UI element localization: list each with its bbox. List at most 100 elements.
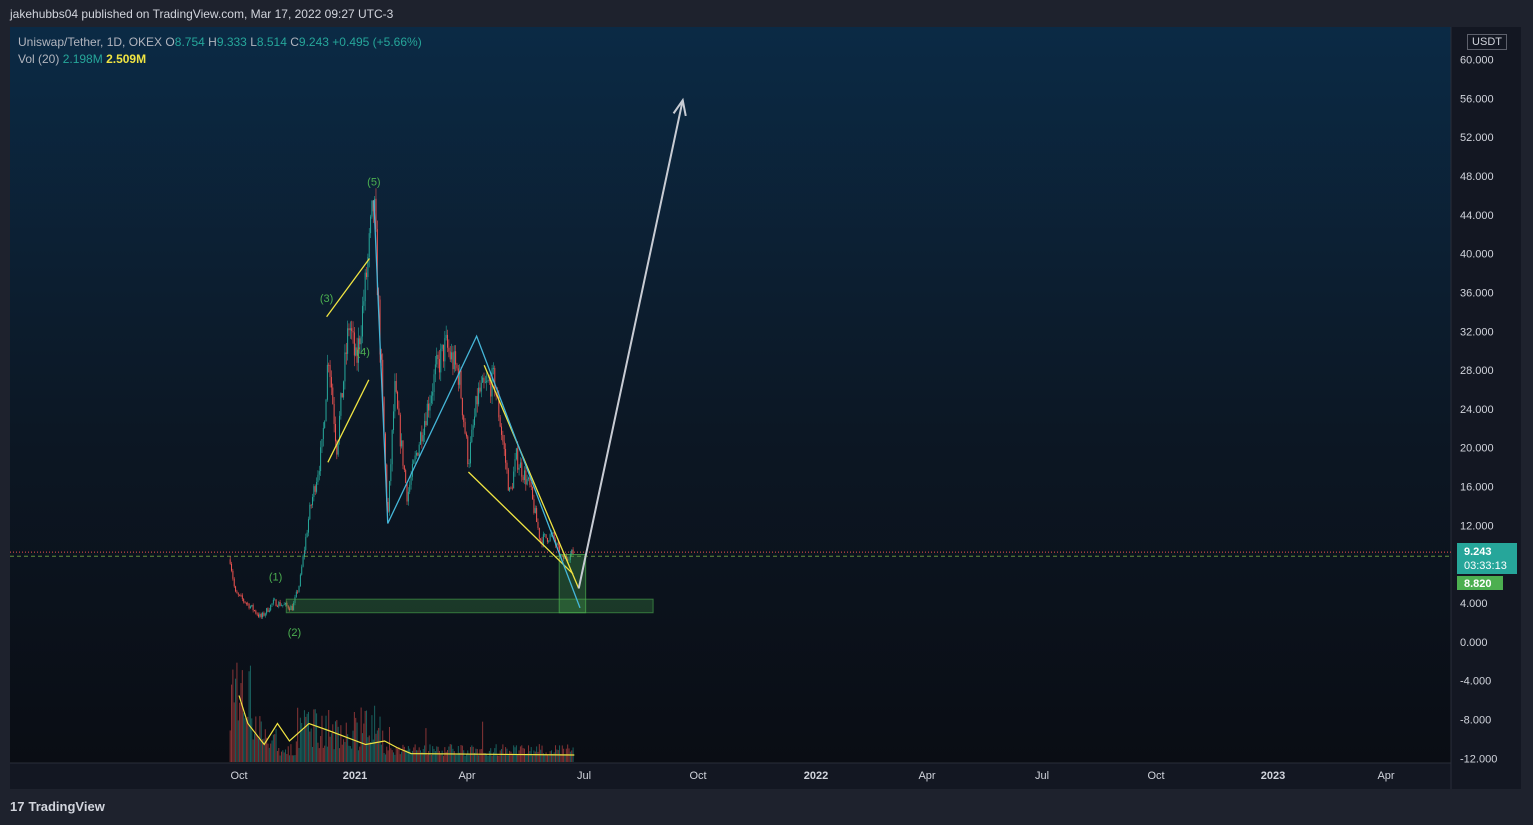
volume-bar <box>480 748 482 762</box>
volume-bar <box>491 755 493 762</box>
candle-body <box>525 470 527 485</box>
candle-body <box>501 426 503 435</box>
volume-bar <box>459 752 461 762</box>
volume-bar <box>468 754 470 762</box>
volume-bar <box>401 751 403 762</box>
chart-frame[interactable]: (1) (2) (3) (4) (5) 60.000 56.000 52.000 48.000… <box>10 27 1521 789</box>
candle-body <box>447 334 449 348</box>
candle-body <box>484 382 486 384</box>
x-tick-label: Apr <box>458 770 475 782</box>
volume-bar <box>388 726 390 762</box>
candle-body <box>395 381 397 392</box>
candle-body <box>252 604 254 611</box>
volume-bar <box>511 753 513 762</box>
price-chart[interactable]: (1) (2) (3) (4) (5) 60.000 56.000 52.000 48.000… <box>10 27 1521 789</box>
volume-bar <box>534 751 536 762</box>
candle-body <box>536 508 538 523</box>
y-tick-label: 44.000 <box>1460 210 1494 222</box>
volume-bar <box>256 735 258 762</box>
candle-body <box>397 391 399 409</box>
volume-bar <box>447 750 449 762</box>
candle-body <box>544 534 546 536</box>
volume-bar <box>255 716 257 762</box>
candle-body <box>537 522 539 528</box>
y-tick-label: 16.000 <box>1460 482 1494 494</box>
candle-body <box>451 352 453 360</box>
candle-body <box>240 595 242 596</box>
volume-bar <box>321 715 323 762</box>
volume-bar <box>405 750 407 762</box>
volume-bar <box>430 754 432 762</box>
candle-body <box>468 463 470 465</box>
x-tick-label: 2022 <box>804 770 828 782</box>
candle-body <box>263 612 265 616</box>
volume-bar <box>355 717 357 762</box>
volume-bar <box>440 753 442 762</box>
tradingview-footer[interactable]: 17 TradingView <box>10 799 105 814</box>
y-tick-label: -4.000 <box>1460 676 1491 688</box>
volume-bar <box>245 717 247 762</box>
candle-body <box>422 435 424 442</box>
volume-label[interactable]: Vol (20) <box>18 52 60 66</box>
y-tick-label: 52.000 <box>1460 132 1494 144</box>
candle-body <box>260 613 262 618</box>
yellow-trendline <box>483 364 580 589</box>
volume-bar <box>445 751 447 762</box>
candle-body <box>433 374 435 393</box>
candle-body <box>272 599 274 604</box>
volume-bar <box>332 724 334 762</box>
candle-body <box>483 377 485 383</box>
candle-body <box>244 601 246 603</box>
candle-body <box>523 470 525 481</box>
volume-bar <box>407 746 409 762</box>
candle-body <box>557 543 559 546</box>
candle-body <box>256 613 258 615</box>
candle-body <box>540 538 542 541</box>
candle-body <box>366 272 368 277</box>
candle-body <box>271 603 273 605</box>
blue-wave-path <box>373 200 581 609</box>
candle-body <box>344 352 346 382</box>
candle-body <box>401 440 403 447</box>
candle-body <box>415 452 417 456</box>
candle-body <box>287 605 289 609</box>
volume-bar <box>270 743 272 762</box>
candle-body <box>318 471 320 475</box>
candle-body <box>472 425 474 430</box>
volume-bar <box>294 755 296 762</box>
volume-bar <box>549 751 551 762</box>
candle-body <box>492 367 494 369</box>
volume-bar <box>325 715 327 762</box>
candle-body <box>538 527 540 539</box>
volume-bar <box>253 733 255 762</box>
wave-label: (4) <box>356 347 369 359</box>
candle-body <box>270 604 272 611</box>
volume-bar <box>280 751 282 762</box>
candle-body <box>237 593 239 595</box>
symbol-label[interactable]: Uniswap/Tether, 1D, OKEX <box>18 35 163 49</box>
low-label: L <box>250 35 257 49</box>
wave-label: (1) <box>269 572 282 584</box>
volume-bar <box>542 753 544 762</box>
price-scale-bg <box>1451 27 1521 789</box>
candle-body <box>233 578 235 587</box>
volume-bar <box>571 750 573 762</box>
currency-unit-button[interactable]: USDT <box>1467 34 1507 50</box>
candle-body <box>565 555 567 559</box>
volume-bar <box>567 744 569 762</box>
candle-body <box>436 354 438 365</box>
candle-body <box>515 448 517 460</box>
candle-body <box>518 467 520 470</box>
candle-body <box>289 608 291 611</box>
y-tick-label: 48.000 <box>1460 171 1494 183</box>
volume-bar <box>263 738 265 762</box>
volume-bar <box>498 755 500 762</box>
candle-body <box>507 469 509 491</box>
candle-body <box>251 604 253 607</box>
time-scale-bg <box>10 763 1451 789</box>
candle-body <box>278 602 280 607</box>
volume-bar <box>324 745 326 762</box>
volume-bar <box>231 684 233 762</box>
candle-body <box>332 387 334 405</box>
volume-bar <box>496 755 498 762</box>
